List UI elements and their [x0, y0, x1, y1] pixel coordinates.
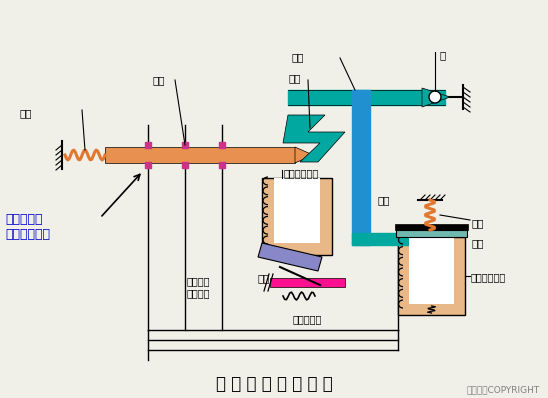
- Polygon shape: [422, 88, 450, 107]
- Polygon shape: [352, 90, 370, 245]
- Text: 东方仿真COPYRIGHT: 东方仿真COPYRIGHT: [467, 385, 540, 394]
- Text: 双金属片: 双金属片: [187, 288, 210, 298]
- Bar: [398, 237, 465, 315]
- Bar: [395, 224, 468, 230]
- Text: 加热电阻丝: 加热电阻丝: [293, 314, 322, 324]
- Polygon shape: [352, 233, 415, 245]
- Text: 处于合闸状态: 处于合闸状态: [5, 228, 50, 241]
- Polygon shape: [258, 243, 322, 271]
- Text: 弹簧: 弹簧: [471, 218, 483, 228]
- Bar: [274, 178, 320, 243]
- Text: 自 动 开 关 工 作 原 理: 自 动 开 关 工 作 原 理: [215, 375, 333, 393]
- Text: 过电流脱扣器: 过电流脱扣器: [284, 168, 319, 178]
- Circle shape: [429, 91, 441, 103]
- Text: 热脱扣器: 热脱扣器: [187, 276, 210, 286]
- Bar: [105, 147, 295, 163]
- Text: 衔铁: 衔铁: [257, 273, 270, 283]
- Text: 轴: 轴: [440, 50, 446, 60]
- Polygon shape: [288, 90, 445, 105]
- Bar: [409, 237, 454, 304]
- Text: 触头: 触头: [152, 75, 165, 85]
- Bar: [262, 178, 332, 255]
- Text: 衔铁: 衔铁: [471, 238, 483, 248]
- Text: 正常状态下: 正常状态下: [5, 213, 43, 226]
- Text: 杠杆: 杠杆: [378, 195, 391, 205]
- Bar: [270, 278, 345, 287]
- Text: 搭钩: 搭钩: [292, 52, 304, 62]
- Polygon shape: [283, 115, 345, 162]
- Polygon shape: [295, 147, 313, 163]
- Text: 锁键: 锁键: [289, 73, 301, 83]
- Text: 弹簧: 弹簧: [20, 108, 32, 118]
- Text: 欠电压脱扣器: 欠电压脱扣器: [471, 272, 506, 282]
- Bar: [396, 230, 467, 237]
